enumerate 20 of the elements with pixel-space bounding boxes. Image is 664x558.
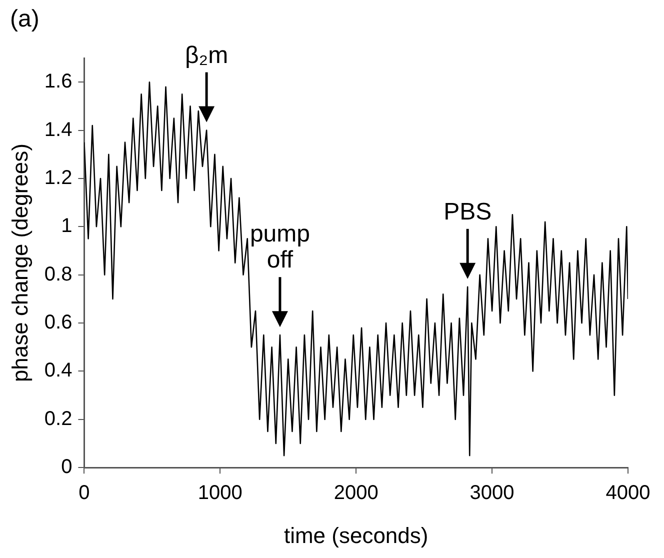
x-tick-label: 3000 — [470, 482, 514, 504]
y-tick-label: 0.8 — [44, 263, 72, 286]
y-tick-label: 0 — [61, 456, 72, 478]
y-tick-label: 1.2 — [44, 166, 72, 189]
y-tick-label: 1.4 — [44, 118, 72, 141]
y-tick-label: 0.2 — [44, 408, 72, 430]
x-tick-label: 1000 — [198, 482, 242, 504]
x-axis-title: time (seconds) — [284, 522, 428, 548]
y-tick-label: 1.6 — [44, 70, 72, 93]
annotation: pump off — [250, 220, 310, 274]
x-tick-label: 0 — [78, 482, 90, 504]
y-axis-title: phase change (degrees) — [7, 144, 32, 382]
x-tick-label: 2000 — [334, 482, 378, 504]
y-tick-label: 1 — [61, 215, 72, 238]
text: (a) — [10, 6, 40, 33]
annotation: β₂m — [184, 42, 228, 69]
annotation: PBS — [444, 198, 492, 226]
x-tick-label: 4000 — [606, 482, 650, 504]
y-tick-label: 0.4 — [44, 360, 72, 382]
y-tick-label: 0.6 — [44, 312, 72, 334]
